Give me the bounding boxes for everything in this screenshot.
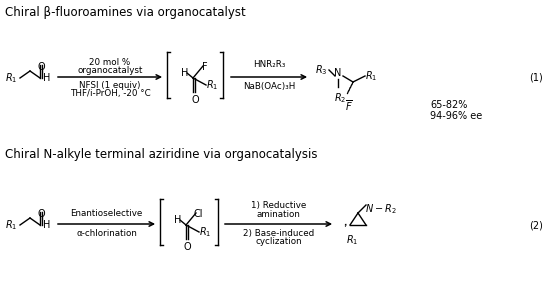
Text: organocatalyst: organocatalyst <box>78 66 142 75</box>
Text: H: H <box>181 68 188 78</box>
Text: 65-82%: 65-82% <box>430 100 468 110</box>
Text: THF/i-PrOH, -20 °C: THF/i-PrOH, -20 °C <box>70 89 150 98</box>
Text: amination: amination <box>256 210 300 219</box>
Text: $R_3$: $R_3$ <box>315 63 328 77</box>
Text: $R_1$: $R_1$ <box>199 225 211 239</box>
Text: NFSI (1 equiv): NFSI (1 equiv) <box>79 81 141 90</box>
Text: 2) Base-induced: 2) Base-induced <box>243 229 314 238</box>
Text: H: H <box>174 215 182 225</box>
Text: cyclization: cyclization <box>255 237 302 246</box>
Text: N: N <box>334 68 342 78</box>
Text: $R_1$: $R_1$ <box>206 78 218 92</box>
Text: NaB(OAc)₃H: NaB(OAc)₃H <box>243 82 295 91</box>
Text: 20 mol %: 20 mol % <box>89 58 131 67</box>
Text: Chiral β-fluoroamines via organocatalyst: Chiral β-fluoroamines via organocatalyst <box>5 6 246 19</box>
Text: Chiral N-alkyle terminal aziridine via organocatalysis: Chiral N-alkyle terminal aziridine via o… <box>5 148 317 161</box>
Text: F: F <box>202 62 208 72</box>
Text: $R_2$: $R_2$ <box>334 91 346 105</box>
Text: ,: , <box>341 214 348 228</box>
Text: 94-96% ee: 94-96% ee <box>430 111 482 121</box>
Text: Cl: Cl <box>194 209 204 219</box>
Text: (2): (2) <box>529 220 543 230</box>
Text: O: O <box>184 242 191 252</box>
Text: $\overline{F}$: $\overline{F}$ <box>345 98 353 113</box>
Text: HNR₂R₃: HNR₂R₃ <box>253 60 285 69</box>
Text: $R_1$: $R_1$ <box>346 233 359 247</box>
Text: O: O <box>191 95 199 105</box>
Text: 1) Reductive: 1) Reductive <box>251 201 306 210</box>
Text: H: H <box>43 220 51 230</box>
Text: α-chlorination: α-chlorination <box>76 229 137 238</box>
Text: O: O <box>38 209 46 219</box>
Text: $R_1$: $R_1$ <box>5 71 18 85</box>
Text: $R_1$: $R_1$ <box>5 218 18 232</box>
Text: O: O <box>38 62 46 72</box>
Text: (1): (1) <box>529 73 543 83</box>
Text: $N-R_2$: $N-R_2$ <box>365 202 397 216</box>
Text: H: H <box>43 73 51 83</box>
Text: Enantioselective: Enantioselective <box>70 209 142 218</box>
Text: $R_1$: $R_1$ <box>365 69 377 83</box>
